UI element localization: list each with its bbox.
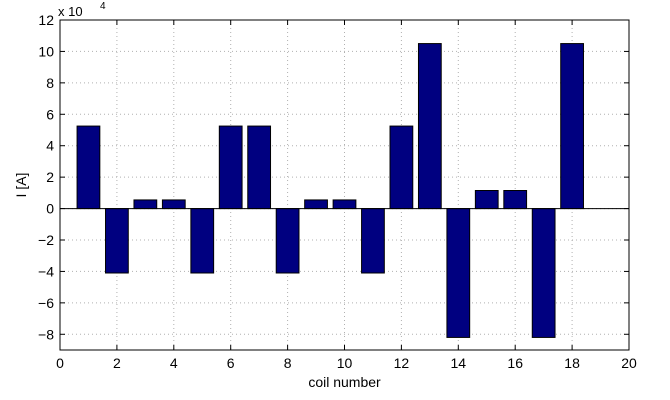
bar-coil-8	[275, 208, 300, 274]
y-tick-label: 2	[46, 169, 54, 185]
x-tick-label: 0	[56, 355, 64, 371]
x-tick-label: 20	[621, 355, 637, 371]
y-tick-label: 10	[38, 43, 54, 59]
bar-coil-17	[531, 208, 556, 338]
x-tick-label: 4	[170, 355, 178, 371]
y-axis-label: I [A]	[13, 173, 29, 198]
x-tick-label: 16	[507, 355, 523, 371]
y-tick-label: −2	[38, 232, 54, 248]
y-tick-label: 12	[38, 12, 54, 28]
bar-coil-11	[361, 208, 385, 274]
bar-coil-2	[105, 208, 129, 274]
y-multiplier-exponent: 4	[100, 1, 106, 12]
y-tick-labels: −8 −6 −4 −2 0 2 4 6 8 10 12	[38, 12, 54, 342]
bar-coil-12	[389, 125, 414, 210]
bar-coil-4	[161, 199, 186, 210]
x-tick-label: 2	[113, 355, 121, 371]
bar-coil-7	[247, 125, 272, 210]
x-tick-label: 10	[337, 355, 353, 371]
x-tick-label: 12	[394, 355, 410, 371]
y-multiplier-base: x 10	[58, 4, 83, 19]
x-tick-label: 14	[451, 355, 467, 371]
bar-coil-1	[76, 125, 101, 210]
ticks	[59, 19, 630, 350]
y-tick-label: 4	[46, 138, 54, 154]
bar-coil-3	[133, 199, 158, 210]
y-tick-label: 8	[46, 75, 54, 91]
bar-coil-14	[446, 208, 471, 338]
y-tick-label: −6	[38, 295, 54, 311]
x-tick-label: 8	[284, 355, 292, 371]
bar-coil-6	[218, 125, 243, 210]
bar-coil-15	[474, 190, 499, 210]
bar-coil-5	[190, 208, 215, 274]
bar-coil-10	[332, 199, 357, 210]
x-tick-labels: 0 2 4 6 8 10 12 14 16 18 20	[56, 355, 637, 371]
y-tick-label: 6	[46, 106, 54, 122]
x-tick-label: 18	[564, 355, 580, 371]
bar-coil-18	[560, 43, 584, 210]
y-tick-label: −4	[38, 263, 54, 279]
x-axis-label: coil number	[308, 374, 381, 390]
y-tick-label: 0	[46, 201, 54, 217]
bar-coil-13	[417, 43, 442, 210]
bar-coil-9	[304, 199, 328, 210]
y-tick-label: −8	[38, 326, 54, 342]
bars	[76, 43, 584, 338]
bar-coil-16	[503, 190, 528, 210]
x-tick-label: 6	[227, 355, 235, 371]
